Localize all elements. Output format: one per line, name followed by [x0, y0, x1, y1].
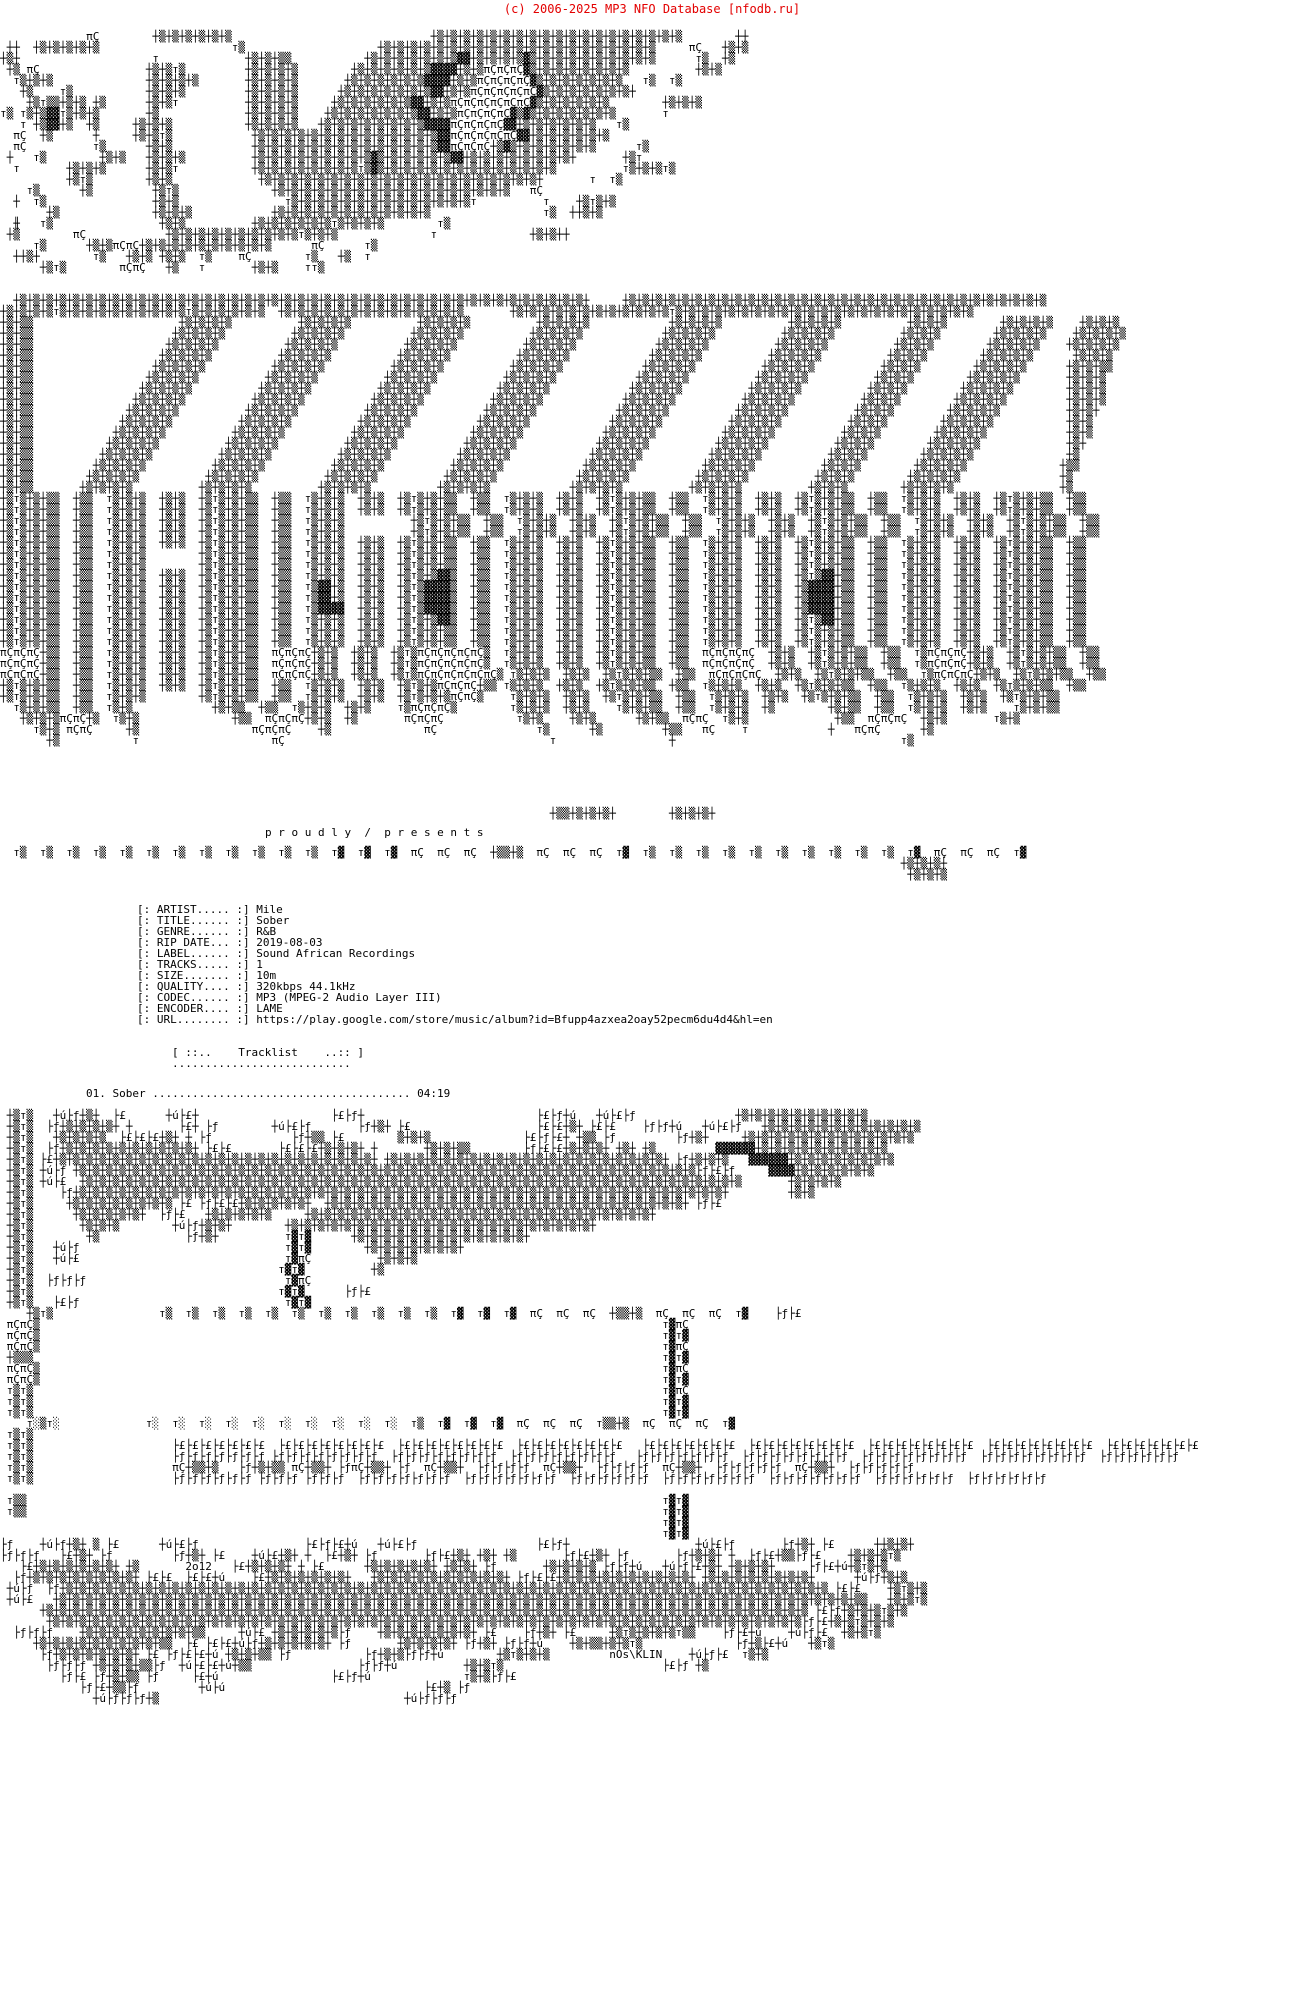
ascii-art-divider-band: т▒ т▒ т▒ т▒ т▒ т▒ т▒ т▒ т▒ т▒ т▒ т▒ т▓ т…: [13, 846, 1027, 881]
field-codec: [: CODEC...... :] MP3 (MPEG-2 Audio Laye…: [137, 992, 1304, 1003]
track-duration: 04:19: [417, 1087, 451, 1100]
track-number: 01.: [86, 1087, 106, 1100]
field-label: [: LABEL...... :] Sound African Recordin…: [137, 948, 1304, 959]
field-genre-label: [: GENRE...... :]: [137, 925, 250, 938]
field-url-value: https://play.google.com/store/music/albu…: [256, 1013, 773, 1026]
field-tracks: [: TRACKS..... :] 1: [137, 959, 1304, 970]
ascii-art-top: πÇ ┼▒┼▒┼▒┼▒┼▒┼▒ ┼▒┼▒┼▒┼▒┼▒┼▒┼▒┼▒┼▒┼▒┼▒┼▒…: [0, 30, 749, 274]
ascii-art-bottom: ┼▒т▒ ┼ú├ƒ┼▒┼ ├£ ┼ú├£┼ ├£├ƒ┼ ├£├ƒ┼ú ┼ú├£├…: [0, 1109, 1199, 1705]
field-title-value: Sober: [256, 914, 290, 927]
presents-text: p r o u d l y / p r e s e n t s: [265, 826, 484, 839]
field-genre: [: GENRE...... :] R&B: [137, 926, 1304, 937]
field-encoder: [: ENCODER.... :] LAME: [137, 1003, 1304, 1014]
field-rip-date-value: 2019-08-03: [256, 936, 323, 949]
field-codec-label: [: CODEC...... :]: [137, 991, 250, 1004]
field-quality-label: [: QUALITY.... :]: [137, 980, 250, 993]
ascii-art-presents-cluster: ┼▒▒┼▒┼▒┼▒┼ ┼▒┼▒┼▒┼: [0, 807, 716, 820]
tracklist-section: [ ::.. Tracklist ..:: ] ................…: [0, 1047, 1304, 1069]
field-genre-value: R&B: [256, 925, 277, 938]
field-url: [: URL........ :] https://play.google.co…: [137, 1014, 1304, 1025]
field-size: [: SIZE....... :] 10m: [137, 970, 1304, 981]
track-row: 01. Sober ..............................…: [0, 1088, 1304, 1099]
track-leader-dots: .......................................: [152, 1087, 411, 1100]
field-tracks-value: 1: [256, 958, 263, 971]
field-title: [: TITLE...... :] Sober: [137, 915, 1304, 926]
field-artist: [: ARTIST..... :] Mile: [137, 904, 1304, 915]
field-codec-value: MP3 (MPEG-2 Audio Layer III): [256, 991, 442, 1004]
field-url-label: [: URL........ :]: [137, 1013, 250, 1026]
field-encoder-value: LAME: [256, 1002, 283, 1015]
tracklist-header: [ ::.. Tracklist ..:: ]: [172, 1046, 365, 1059]
field-size-label: [: SIZE....... :]: [137, 969, 250, 982]
field-artist-value: Mile: [256, 903, 283, 916]
field-label-value: Sound African Recordings: [256, 947, 416, 960]
release-info-block: [: ARTIST..... :] Mile [: TITLE...... :]…: [0, 904, 1304, 1025]
field-quality-value: 320kbps 44.1kHz: [256, 980, 356, 993]
field-tracks-label: [: TRACKS..... :]: [137, 958, 250, 971]
ascii-art-middle: ┼▒┼▒┼▒┼▒┼▒┼▒┼▒┼▒┼▒┼▒┼▒┼▒┼▒┼▒┼▒┼▒┼▒┼▒┼▒┼▒…: [0, 294, 1126, 747]
field-artist-label: [: ARTIST..... :]: [137, 903, 250, 916]
field-label-label: [: LABEL...... :]: [137, 947, 250, 960]
track-title: Sober: [112, 1087, 146, 1100]
tracklist-underline: ...........................: [172, 1057, 351, 1070]
field-rip-date-label: [: RIP DATE... :]: [137, 936, 250, 949]
nfo-page: (c) 2006-2025 MP3 NFO Database [nfodb.ru…: [0, 2, 1304, 1705]
field-title-label: [: TITLE...... :]: [137, 914, 250, 927]
field-rip-date: [: RIP DATE... :] 2019-08-03: [137, 937, 1304, 948]
field-quality: [: QUALITY.... :] 320kbps 44.1kHz: [137, 981, 1304, 992]
field-size-value: 10m: [256, 969, 277, 982]
field-encoder-label: [: ENCODER.... :]: [137, 1002, 250, 1015]
nfo-db-copyright-header: (c) 2006-2025 MP3 NFO Database [nfodb.ru…: [503, 2, 801, 16]
